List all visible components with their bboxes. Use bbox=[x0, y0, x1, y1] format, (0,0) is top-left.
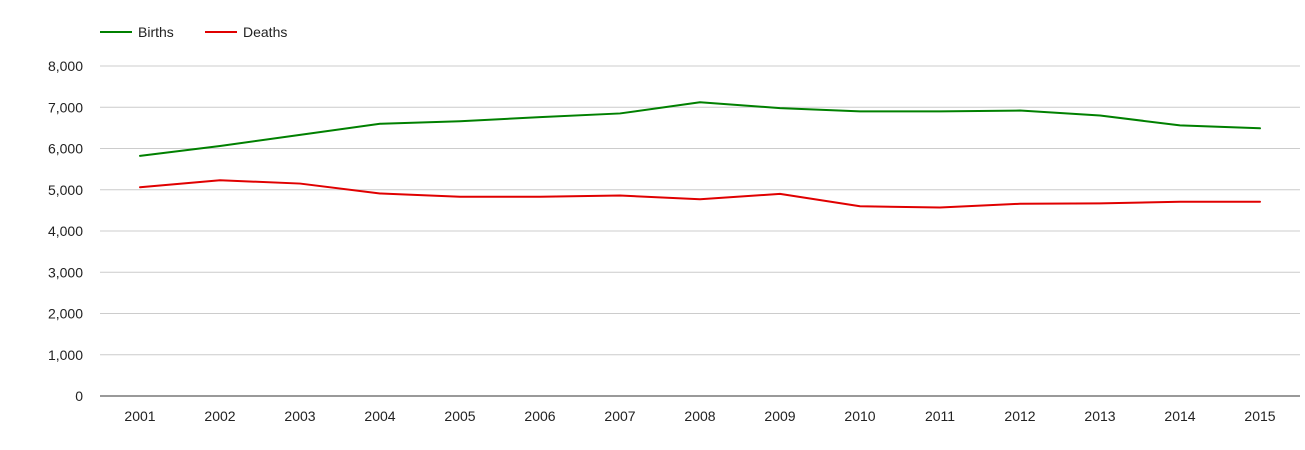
y-tick-label: 6,000 bbox=[48, 141, 83, 157]
y-tick-label: 8,000 bbox=[48, 58, 83, 74]
x-tick-label: 2014 bbox=[1164, 408, 1195, 424]
x-tick-label: 2008 bbox=[684, 408, 715, 424]
y-tick-label: 5,000 bbox=[48, 182, 83, 198]
x-tick-label: 2003 bbox=[284, 408, 315, 424]
x-axis-tick-labels: 2001 2002 2003 2004 2005 2006 2007 2008 2009 2010… bbox=[124, 408, 1275, 424]
y-tick-label: 7,000 bbox=[48, 99, 83, 115]
x-tick-label: 2009 bbox=[764, 408, 795, 424]
x-tick-label: 2004 bbox=[364, 408, 395, 424]
y-tick-label: 4,000 bbox=[48, 223, 83, 239]
y-tick-label: 2,000 bbox=[48, 306, 83, 322]
x-tick-label: 2005 bbox=[444, 408, 475, 424]
legend-label-deaths: Deaths bbox=[243, 24, 287, 40]
series-line-births bbox=[139, 101, 1261, 157]
y-tick-label: 0 bbox=[75, 388, 83, 404]
x-tick-label: 2007 bbox=[604, 408, 635, 424]
y-tick-label: 1,000 bbox=[48, 347, 83, 363]
series-lines bbox=[139, 101, 1261, 209]
legend-label-births: Births bbox=[138, 24, 174, 40]
x-tick-label: 2013 bbox=[1084, 408, 1115, 424]
chart-legend: Births Deaths bbox=[100, 24, 287, 40]
y-axis-tick-labels: 0 1,000 2,000 3,000 4,000 5,000 6,000 7,000 8,00… bbox=[48, 58, 83, 404]
x-tick-label: 2002 bbox=[204, 408, 235, 424]
y-gridlines bbox=[100, 65, 1300, 397]
y-tick-label: 3,000 bbox=[48, 264, 83, 280]
x-tick-label: 2001 bbox=[124, 408, 155, 424]
x-tick-label: 2015 bbox=[1244, 408, 1275, 424]
x-tick-label: 2012 bbox=[1004, 408, 1035, 424]
x-tick-label: 2011 bbox=[925, 408, 955, 424]
x-tick-label: 2006 bbox=[524, 408, 555, 424]
x-tick-label: 2010 bbox=[844, 408, 875, 424]
series-line-deaths bbox=[139, 179, 1261, 209]
